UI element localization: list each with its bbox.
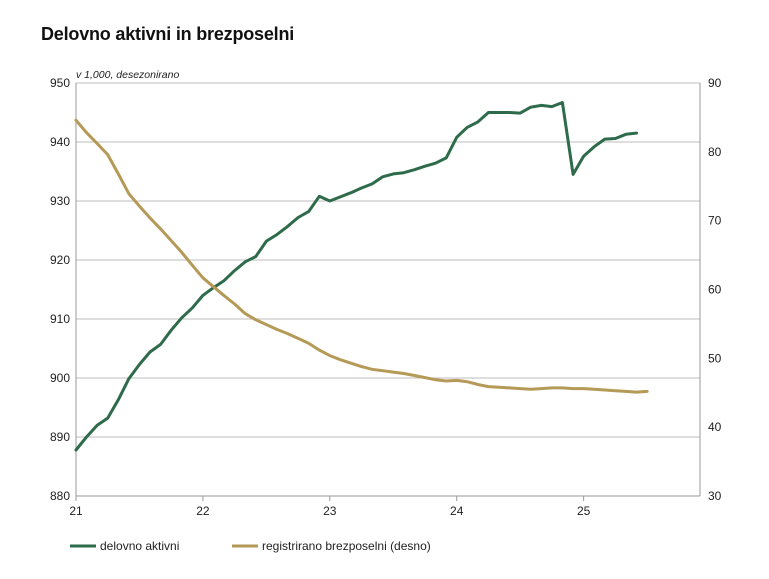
legend-label: registrirano brezposelni (desno) xyxy=(262,539,431,553)
x-tick-label: 24 xyxy=(450,504,464,518)
y-left-tick-label: 950 xyxy=(50,76,70,90)
x-tick-label: 21 xyxy=(69,504,83,518)
y-left-tick-label: 890 xyxy=(50,430,70,444)
series-line-1 xyxy=(74,101,638,452)
axes xyxy=(75,83,701,501)
unit-label: v 1,000, desezonirano xyxy=(76,69,179,81)
legend: delovno aktivni registrirano brezposelni … xyxy=(70,539,431,553)
x-tick-label: 23 xyxy=(323,504,337,518)
grid-lines xyxy=(76,82,700,497)
y-left-ticks: 880 890 900 910 920 930 940 950 xyxy=(50,76,70,503)
y-right-tick-label: 60 xyxy=(708,283,722,297)
y-right-tick-label: 40 xyxy=(708,420,722,434)
y-right-tick-label: 70 xyxy=(708,214,722,228)
x-ticks: 21 22 23 24 25 xyxy=(69,504,590,518)
x-tick-label: 25 xyxy=(577,504,591,518)
y-left-tick-label: 940 xyxy=(50,135,70,149)
y-right-tick-label: 50 xyxy=(708,351,722,365)
y-left-tick-label: 910 xyxy=(50,312,70,326)
y-left-tick-label: 930 xyxy=(50,194,70,208)
y-left-tick-label: 900 xyxy=(50,371,70,385)
x-tick-label: 22 xyxy=(196,504,210,518)
y-left-tick-label: 920 xyxy=(50,253,70,267)
y-right-tick-label: 90 xyxy=(708,76,722,90)
series-lines xyxy=(74,101,649,452)
y-right-tick-label: 80 xyxy=(708,145,722,159)
series-line-2 xyxy=(74,118,649,394)
y-right-ticks: 30 40 50 60 70 80 90 xyxy=(708,76,722,503)
y-left-tick-label: 880 xyxy=(50,489,70,503)
chart-title: Delovno aktivni in brezposelni xyxy=(41,24,295,44)
legend-label: delovno aktivni xyxy=(100,539,179,553)
y-right-tick-label: 30 xyxy=(708,489,722,503)
